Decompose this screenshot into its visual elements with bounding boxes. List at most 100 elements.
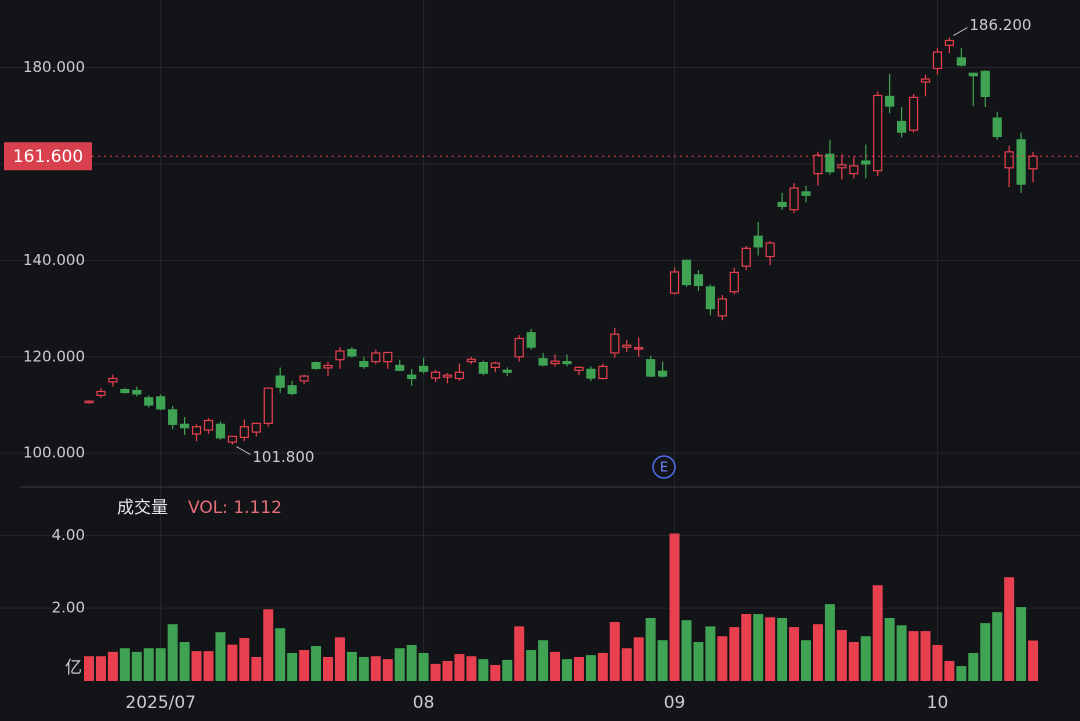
candle-body [693, 274, 704, 287]
volume-bar [645, 618, 656, 681]
candle-body [837, 164, 847, 169]
volume-bar [550, 651, 561, 681]
volume-bar [370, 656, 381, 681]
y-tick-label: 100.000 [23, 444, 85, 462]
volume-bar [430, 663, 441, 681]
volume-bar [107, 651, 118, 681]
candle-body [753, 235, 763, 248]
volume-bar [860, 636, 871, 681]
volume-bar [765, 617, 776, 681]
candle-body [108, 377, 118, 383]
candle-body [466, 358, 476, 363]
candle-body [574, 366, 584, 371]
x-tick-label: 09 [664, 693, 686, 713]
candle-body [610, 333, 620, 354]
volume-bar [526, 650, 537, 681]
volume-bar [490, 664, 501, 681]
volume-unit: 亿 [65, 658, 82, 678]
y-tick-label: 180.000 [23, 58, 85, 76]
volume-bar [275, 628, 286, 681]
x-tick-label: 08 [413, 693, 435, 713]
volume-bar [1004, 577, 1015, 681]
candle-body [634, 347, 644, 350]
last-price-label: 161.600 [13, 147, 83, 167]
volume-bar [741, 613, 752, 681]
candle-body [275, 375, 285, 388]
candle-body [430, 371, 441, 379]
volume-bar [95, 656, 106, 681]
volume-bar [167, 624, 178, 681]
y-tick-label: 140.000 [23, 251, 85, 269]
y-tick-label: 2.00 [52, 599, 85, 617]
volume-bar [609, 622, 620, 681]
volume-bar [896, 625, 907, 681]
event-marker-label[interactable]: E [660, 461, 668, 476]
volume-bar [681, 620, 692, 681]
candle-body [932, 51, 943, 70]
volume-bar [777, 618, 788, 681]
volume-bar [119, 648, 130, 681]
volume-bar [836, 630, 847, 681]
volume-bar [908, 631, 919, 681]
volume-bar [191, 651, 202, 681]
candle-body [849, 165, 859, 175]
candle-body [168, 409, 178, 425]
candle-body [156, 396, 166, 410]
volume-bar [203, 651, 214, 681]
candle-body [347, 348, 357, 357]
candle-body [885, 95, 895, 107]
candle-body [335, 350, 345, 361]
candle-body [132, 389, 142, 395]
volume-bar [418, 652, 429, 681]
volume-bar [597, 652, 608, 681]
candle-body [861, 160, 871, 165]
volume-bar [920, 631, 931, 681]
volume-bar [323, 656, 333, 681]
volume-bar [538, 640, 549, 681]
volume-bar [884, 618, 895, 681]
volume-bar [573, 656, 584, 681]
candle-body [789, 187, 799, 211]
candle-body [729, 271, 739, 293]
candle-body [765, 242, 775, 258]
candle-body [299, 375, 309, 382]
low-label: 101.800 [252, 448, 314, 466]
candle-body [1016, 139, 1026, 185]
candle-body [646, 359, 656, 377]
candle-body [526, 332, 536, 348]
volume-bar [143, 648, 154, 681]
x-tick-label: 2025/07 [125, 693, 196, 713]
volume-bar [155, 648, 166, 681]
candle-body [419, 365, 429, 372]
candle-body [144, 397, 154, 406]
volume-bar [717, 636, 728, 681]
last-price-box [4, 142, 92, 171]
volume-bar [980, 623, 991, 681]
candle-body [908, 96, 919, 131]
candle-body [239, 426, 249, 438]
volume-bar [944, 660, 955, 681]
volume-bar [657, 640, 668, 681]
candle-body [203, 419, 214, 431]
high-label: 186.200 [969, 16, 1031, 34]
candle-body [359, 361, 369, 368]
volume-bar [801, 640, 811, 681]
candle-body [215, 423, 226, 439]
volume-bar [311, 646, 322, 681]
candle-body [622, 344, 632, 348]
candle-body [801, 191, 811, 196]
volume-bar [562, 659, 572, 681]
candle-body [478, 361, 488, 374]
candle-body [992, 117, 1002, 138]
volume-bar [669, 533, 680, 681]
volume-bar [346, 651, 357, 681]
event-marker[interactable] [652, 455, 676, 479]
y-tick-label: 4.00 [52, 526, 85, 544]
volume-bar [382, 659, 393, 681]
volume-bar [956, 666, 967, 681]
volume-bar [334, 637, 345, 681]
volume-bar [239, 638, 250, 681]
volume-legend: VOL: 1.112 [188, 498, 282, 518]
volume-bar [454, 654, 465, 681]
volume-bar [872, 585, 883, 681]
